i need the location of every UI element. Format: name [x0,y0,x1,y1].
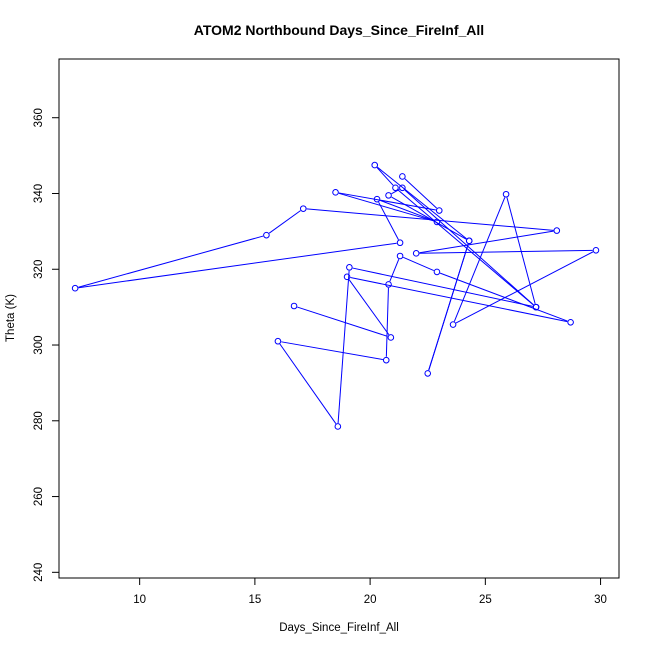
series-line-segment [391,196,467,240]
data-point [392,184,399,192]
series-line-segment [279,343,337,424]
x-tick-label: 15 [248,594,261,606]
data-point [346,264,353,271]
data-point [274,337,282,345]
series-line-segment [439,272,568,322]
data-point [592,247,600,254]
data-point [399,173,406,180]
series-line-segment [428,243,469,371]
series-line-segment [78,235,264,288]
series-line-segment [397,189,534,306]
data-point [435,207,443,214]
data-point [299,205,307,212]
data-point [290,302,298,310]
data-point [71,284,79,292]
data-point [433,268,441,276]
series-line-segment [337,270,350,424]
data-point [343,273,351,281]
series-line-segment [350,277,568,323]
data-point [424,370,432,377]
series-line-segment [297,306,388,337]
y-tick-label: 240 [33,563,45,582]
data-point [385,281,392,288]
series-line-segment [402,256,435,272]
data-point [433,218,441,226]
x-tick-label: 30 [594,594,607,606]
data-point [373,195,381,203]
series-line-segment [404,178,438,209]
y-tick-label: 320 [33,260,45,279]
series-line-segment [455,251,594,324]
data-point [371,161,379,169]
data-point [385,192,392,199]
data-point [396,239,404,247]
series-line-segment [78,242,397,289]
data-point [465,237,473,245]
series-line-segment [268,210,301,234]
data-point [263,231,270,239]
series-line-segment [385,287,389,357]
data-point [449,321,457,328]
y-tick-label: 300 [33,335,45,354]
data-point [334,423,342,430]
series-line-segment [281,341,383,361]
series-line-segment [352,267,533,307]
series-line-segment [377,166,467,240]
x-axis: 10 15 20 25 30 [133,577,607,606]
x-tick-label: 10 [133,594,146,606]
y-axis-label: Theta (K) [5,294,17,342]
y-tick-label: 280 [33,411,45,430]
data-point [332,189,339,196]
series-line-segment [306,208,554,231]
series-line-segment [506,197,536,304]
data-point [382,356,390,364]
data-point [553,227,561,234]
data-point [567,318,574,326]
y-tick-label: 360 [33,108,45,127]
data-point [502,190,510,198]
series-line-segment [404,189,534,306]
chart-title: ATOM2 Northbound Days_Since_FireInf_All [194,22,484,38]
data-point [399,184,406,192]
y-tick-label: 260 [33,487,45,506]
series-line-segment [389,258,400,282]
data-point [532,303,540,311]
series-line-segment [376,167,394,186]
y-tick-label: 340 [33,184,45,203]
data-point [387,334,395,341]
series-layer [71,161,600,430]
data-point [396,252,404,260]
x-tick-label: 25 [479,594,492,606]
series-line-segment [338,192,436,211]
series-line-segment [348,279,390,335]
x-axis-label: Days_Since_FireInf_All [279,622,399,634]
series-line-segment [380,199,434,222]
data-point [412,250,420,257]
x-tick-label: 20 [364,594,377,606]
series-line-segment [378,201,399,240]
series-line-segment [338,192,434,222]
y-axis: 240 260 280 300 320 340 360 [33,108,60,582]
series-line-segment [419,249,593,254]
